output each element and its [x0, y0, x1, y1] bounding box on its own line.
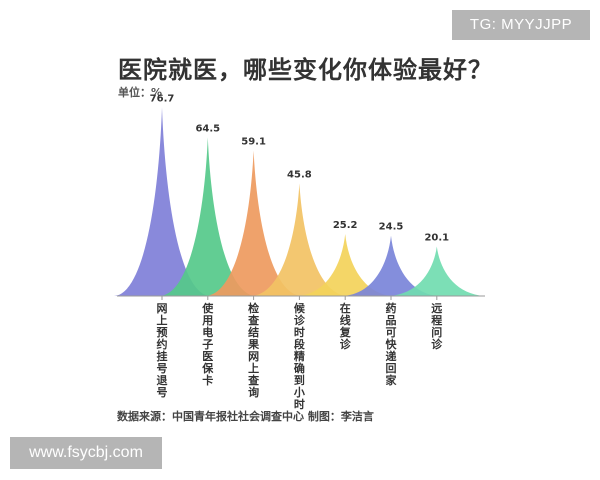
value-label-1: 76.7	[150, 93, 175, 104]
watermark-site: www.fsycbj.com	[10, 437, 162, 469]
category-label-2: 使用电子医保卡	[202, 302, 214, 387]
value-label-5: 25.2	[333, 220, 358, 231]
peak-1	[114, 107, 210, 297]
value-label-3: 59.1	[241, 137, 266, 148]
category-label-6: 药品可快递回家	[385, 302, 397, 387]
peak-7	[388, 246, 485, 296]
category-label-1: 网上预约挂号退号	[156, 302, 168, 399]
peak-5	[297, 234, 394, 296]
peak-3	[205, 150, 302, 296]
category-label-7: 远程问诊	[431, 302, 443, 351]
watermark-tg: TG: MYYJJPP	[452, 10, 590, 40]
category-label-4: 候诊时段精确到小时	[293, 302, 305, 411]
category-label-5: 在线复诊	[339, 302, 351, 351]
value-label-4: 45.8	[287, 169, 312, 180]
unit-label: 单位：%	[118, 86, 163, 99]
peak-4	[251, 183, 348, 296]
value-label-7: 20.1	[424, 233, 449, 244]
category-label-3: 检查结果网上查询	[248, 302, 260, 399]
value-label-6: 24.5	[379, 222, 404, 233]
chart-title: 医院就医，哪些变化你体验最好？	[118, 56, 493, 84]
peak-2	[159, 137, 256, 296]
value-label-2: 64.5	[195, 123, 220, 134]
source-note: 数据来源：中国青年报社社会调查中心 制图：李洁言	[117, 410, 374, 423]
peak-6	[343, 235, 439, 296]
